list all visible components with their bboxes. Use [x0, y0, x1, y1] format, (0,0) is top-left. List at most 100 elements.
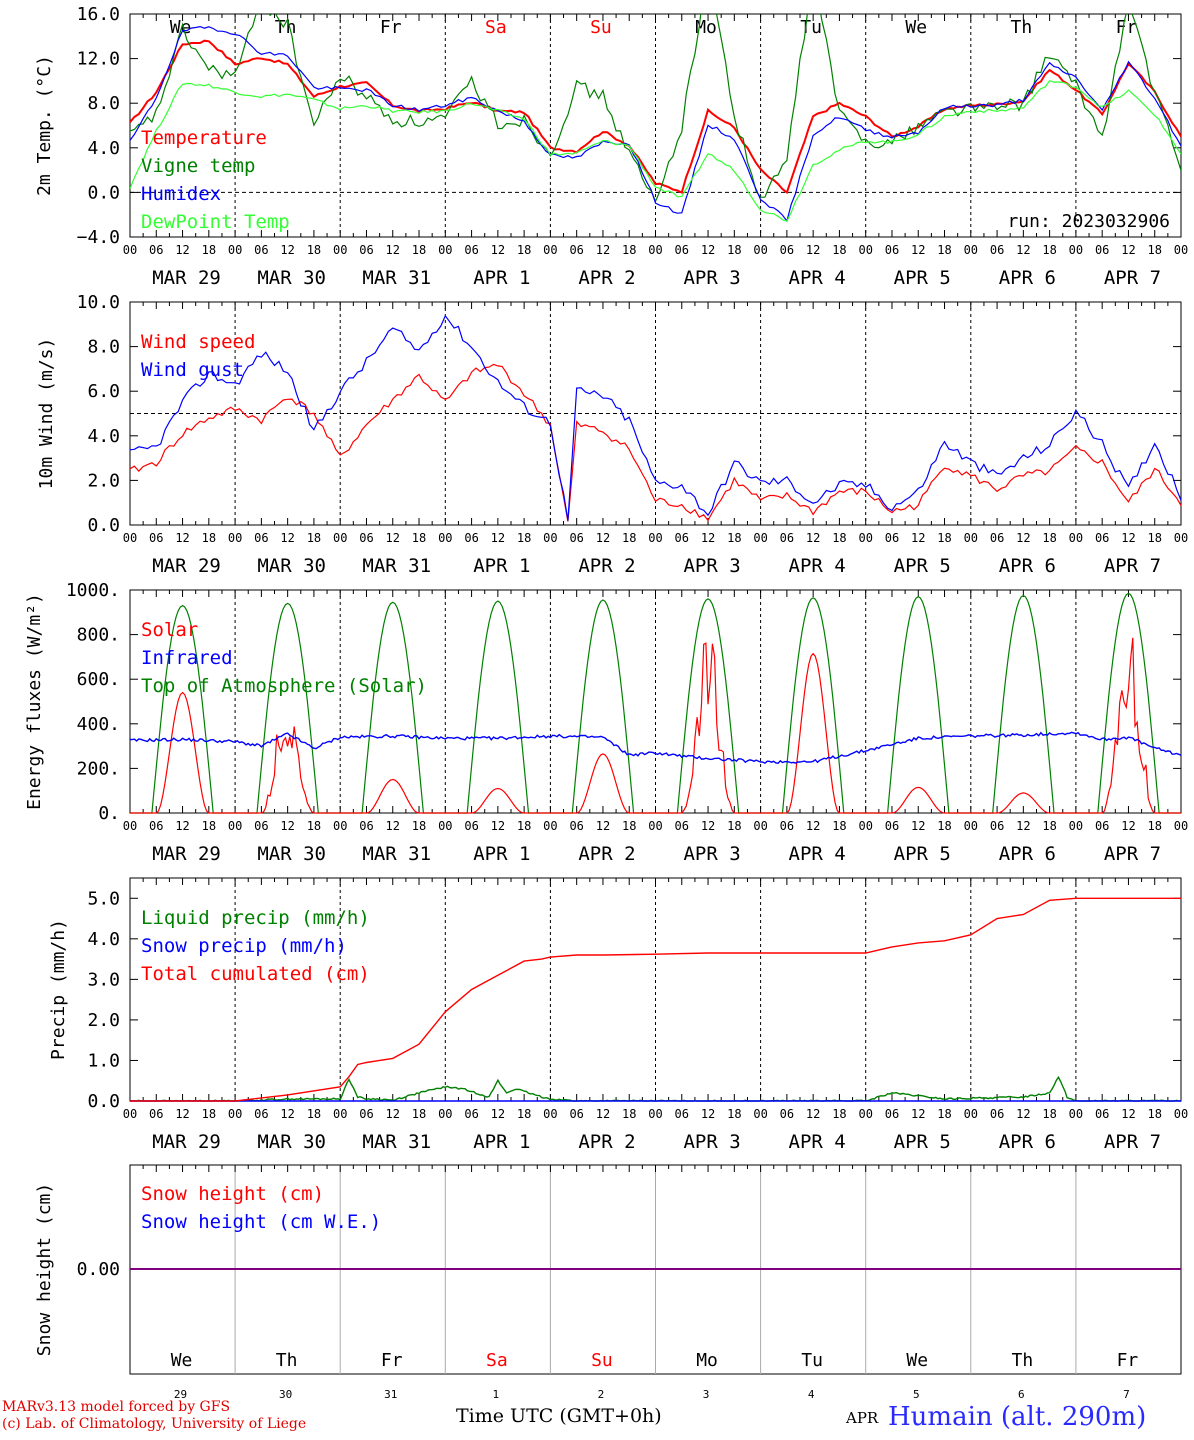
- hour-tick-label: 06: [149, 1107, 163, 1121]
- y-axis-label: Snow height (cm): [34, 1183, 55, 1356]
- hour-tick-label: 00: [964, 243, 978, 257]
- hour-tick-label: 00: [753, 531, 767, 545]
- hour-tick-label: 06: [569, 531, 583, 545]
- panel-1: 00 06 12 18 00 06 12 18 00 06 12 18 00 06 12 18 00 06 12 18…: [123, 13, 1188, 289]
- hour-tick-label: 06: [885, 531, 899, 545]
- date-label: APR 1: [473, 1131, 530, 1153]
- weekday-label: We: [171, 1350, 193, 1371]
- hour-tick-label: 12: [491, 531, 505, 545]
- hour-tick-label: 18: [832, 819, 846, 833]
- hour-tick-label: 06: [990, 1107, 1004, 1121]
- day-number-label: 3: [703, 1388, 710, 1401]
- y-tick-label: 16.0: [77, 4, 120, 25]
- hour-tick-label: 18: [307, 1107, 321, 1121]
- hour-tick-label: 06: [990, 243, 1004, 257]
- date-label: APR 5: [894, 1131, 951, 1153]
- date-label: APR 6: [999, 843, 1056, 865]
- hour-tick-label: 06: [1095, 1107, 1109, 1121]
- weekday-label: Mo: [695, 17, 717, 38]
- hour-tick-label: 00: [1174, 819, 1188, 833]
- day-number-label: 4: [808, 1388, 815, 1401]
- y-axis-label: Energy fluxes (W/m²): [24, 593, 45, 810]
- hour-tick-label: 00: [858, 1107, 872, 1121]
- y-tick-label: 0.0: [87, 1091, 120, 1112]
- day-number-label: 29: [174, 1388, 187, 1401]
- hour-tick-label: 00: [438, 531, 452, 545]
- panel-3: 00 06 12 18 00 06 12 18 00 06 12 18 00 06 12 18 00 06 12 18…: [123, 589, 1188, 865]
- hour-tick-label: 18: [832, 1107, 846, 1121]
- hour-tick-label: 00: [648, 819, 662, 833]
- hour-tick-label: 12: [175, 1107, 189, 1121]
- panel-2: 00 06 12 18 00 06 12 18 00 06 12 18 00 06 12 18 00 06 12 18…: [123, 301, 1188, 577]
- y-tick-label: −4.0: [77, 227, 120, 248]
- day-number-label: 31: [384, 1388, 397, 1401]
- hour-tick-label: 18: [1042, 243, 1056, 257]
- hour-tick-label: 00: [1174, 243, 1188, 257]
- hour-tick-label: 12: [701, 819, 715, 833]
- hour-tick-label: 00: [753, 819, 767, 833]
- date-label: APR 4: [789, 267, 846, 289]
- hour-tick-label: 06: [675, 1107, 689, 1121]
- time-axis-label: Time UTC (GMT+0h): [456, 1405, 662, 1427]
- hour-tick-label: 06: [464, 1107, 478, 1121]
- hour-tick-label: 06: [885, 819, 899, 833]
- hour-tick-label: 12: [175, 531, 189, 545]
- hour-tick-label: 18: [622, 243, 636, 257]
- hour-tick-label: 06: [780, 531, 794, 545]
- hour-tick-label: 06: [464, 531, 478, 545]
- date-label: APR 5: [894, 267, 951, 289]
- date-label: APR 1: [473, 267, 530, 289]
- legend-liquid-precip-mm-h-: Liquid precip (mm/h): [141, 907, 370, 929]
- hour-tick-label: 18: [727, 819, 741, 833]
- y-tick-label: 6.0: [87, 381, 120, 402]
- legend-temperature: Temperature: [141, 127, 267, 149]
- legend-snow-precip-mm-h-: Snow precip (mm/h): [141, 935, 347, 957]
- weekday-label: Tu: [801, 1350, 823, 1371]
- panel-frame: [129, 589, 1182, 814]
- hour-tick-label: 18: [307, 819, 321, 833]
- hour-tick-label: 00: [228, 1107, 242, 1121]
- y-tick-label: 3.0: [87, 969, 120, 990]
- hour-tick-label: 00: [228, 243, 242, 257]
- hour-tick-label: 06: [1095, 531, 1109, 545]
- hour-tick-label: 00: [228, 819, 242, 833]
- legend-total-cumulated-cm-: Total cumulated (cm): [141, 963, 370, 985]
- hour-tick-label: 18: [412, 1107, 426, 1121]
- hour-tick-label: 12: [596, 531, 610, 545]
- series-solar: [130, 637, 1181, 814]
- legend-snow-height-cm-w-e-: Snow height (cm W.E.): [141, 1211, 381, 1233]
- hour-tick-label: 00: [333, 1107, 347, 1121]
- hour-tick-label: 18: [202, 531, 216, 545]
- hour-tick-label: 18: [937, 531, 951, 545]
- date-label: APR 6: [999, 267, 1056, 289]
- date-label: APR 3: [683, 555, 740, 577]
- date-label: APR 6: [999, 1131, 1056, 1153]
- hour-tick-label: 12: [806, 243, 820, 257]
- weekday-label: Su: [590, 17, 612, 38]
- weekday-label: Th: [1011, 17, 1033, 38]
- y-tick-label: 5.0: [87, 888, 120, 909]
- y-axis-label: Precip (mm/h): [48, 919, 69, 1060]
- hour-tick-label: 12: [1121, 243, 1135, 257]
- day-number-label: 30: [279, 1388, 292, 1401]
- hour-tick-label: 00: [123, 819, 137, 833]
- hour-tick-label: 06: [569, 243, 583, 257]
- hour-tick-label: 18: [727, 531, 741, 545]
- y-tick-label: 4.0: [87, 138, 120, 159]
- weekday-label: Fr: [380, 17, 402, 38]
- hour-tick-label: 06: [149, 243, 163, 257]
- hour-tick-label: 18: [937, 1107, 951, 1121]
- weekday-label: Su: [591, 1350, 613, 1371]
- hour-tick-label: 12: [911, 243, 925, 257]
- date-label: MAR 29: [152, 267, 221, 289]
- date-label: MAR 31: [362, 555, 431, 577]
- hour-tick-label: 12: [911, 819, 925, 833]
- hour-tick-label: 06: [885, 243, 899, 257]
- hour-tick-label: 12: [701, 243, 715, 257]
- hour-tick-label: 06: [359, 819, 373, 833]
- hour-tick-label: 18: [1147, 1107, 1161, 1121]
- hour-tick-label: 18: [1042, 531, 1056, 545]
- date-label: MAR 30: [257, 843, 326, 865]
- day-number-label: 7: [1123, 1388, 1130, 1401]
- hour-tick-label: 18: [517, 1107, 531, 1121]
